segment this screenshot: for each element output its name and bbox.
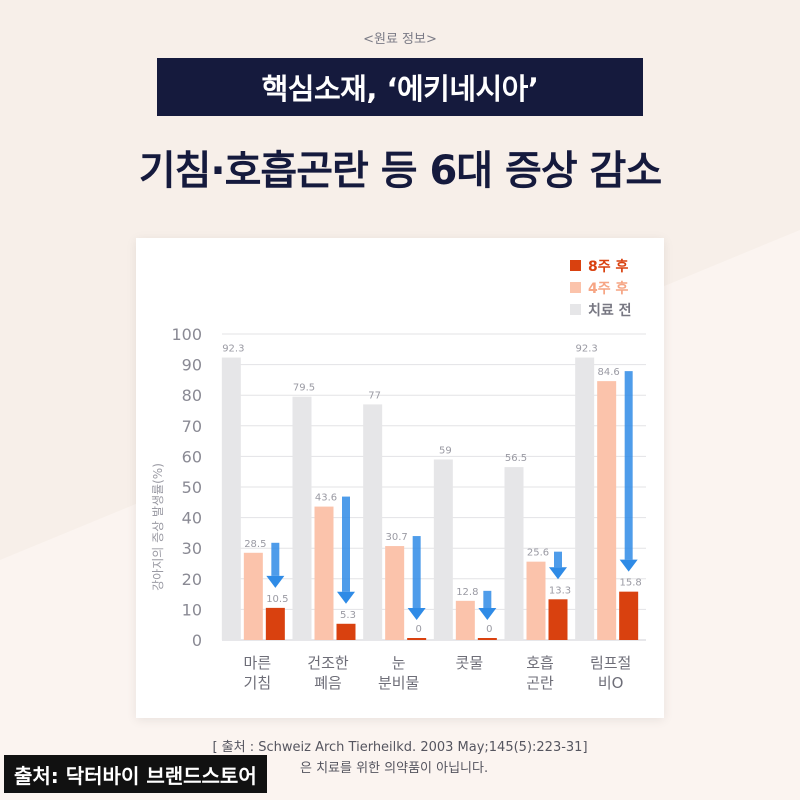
data-label: 59 [439, 445, 452, 456]
data-label: 12.8 [456, 587, 478, 598]
y-tick-label: 50 [182, 478, 202, 497]
x-tick-label: 곤란 [526, 674, 554, 692]
trend-arrow-shaft [624, 371, 633, 560]
trend-arrow-shaft [483, 590, 492, 608]
trend-arrow-head [619, 559, 638, 572]
bar [221, 357, 241, 640]
credit-badge: 출처: 닥터바이 브랜드스토어 [4, 755, 267, 793]
x-tick-label: 마른 [244, 654, 272, 672]
bar [433, 459, 453, 640]
y-tick-label: 80 [182, 386, 202, 405]
trend-arrow-head [337, 591, 355, 604]
y-tick-label: 30 [182, 539, 202, 558]
data-label: 0 [415, 624, 421, 635]
x-tick-label: 림프절 [590, 654, 631, 672]
data-label: 15.8 [620, 578, 642, 589]
trend-arrow-head [266, 575, 285, 588]
bar [407, 638, 427, 640]
trend-arrow-shaft [412, 536, 421, 608]
bar [336, 623, 356, 640]
disclaimer-text: 은 치료를 위한 의약품이 아닙니다. [300, 761, 489, 776]
y-tick-label: 70 [182, 417, 202, 436]
legend-label: 8주 후 [588, 259, 628, 275]
data-label: 30.7 [386, 532, 408, 543]
page-title: 기침·호흡곤란 등 6대 증상 감소 [138, 148, 662, 194]
legend-swatch [570, 304, 581, 315]
y-tick-label: 40 [182, 509, 202, 528]
legend-label: 4주 후 [588, 281, 628, 297]
bar [597, 381, 617, 640]
section-kicker: <원료 정보> [363, 32, 437, 47]
y-axis-label: 강아지의 증상 발생률(%) [151, 463, 165, 591]
source-citation: [ 출처 : Schweiz Arch Tierheilkd. 2003 May… [212, 740, 588, 755]
data-label: 5.3 [340, 610, 356, 621]
trend-arrow-shaft [271, 542, 280, 576]
legend-label: 치료 전 [588, 302, 632, 319]
data-label: 92.3 [222, 344, 244, 355]
y-tick-label: 90 [182, 356, 202, 375]
data-label: 13.3 [549, 585, 571, 596]
x-tick-label: 비O [598, 674, 624, 692]
x-tick-label: 폐음 [314, 674, 342, 692]
y-tick-label: 10 [182, 600, 202, 619]
data-label: 0 [486, 624, 492, 635]
y-tick-label: 60 [182, 447, 202, 466]
data-label: 77 [368, 390, 381, 401]
bar [314, 506, 334, 640]
data-label: 28.5 [244, 539, 266, 550]
data-label: 92.3 [576, 344, 598, 355]
trend-arrow-head [407, 608, 426, 620]
bar [548, 599, 568, 640]
data-label: 25.6 [527, 548, 549, 559]
y-tick-label: 0 [192, 631, 202, 650]
data-label: 79.5 [293, 383, 315, 394]
bar-chart: 0 10 20 30 40 50 60 70 80 90 100 강아지의 증상 발생률(%) 92.3… [151, 259, 646, 692]
bar [292, 396, 312, 640]
bar [526, 561, 546, 640]
data-label: 84.6 [598, 367, 620, 378]
bar [477, 638, 497, 640]
trend-arrow-shaft [342, 496, 350, 592]
bar [575, 357, 595, 640]
x-tick-label: 기침 [244, 674, 272, 692]
x-tick-label: 눈 [392, 654, 406, 672]
y-tick-label: 100 [171, 325, 202, 344]
data-label: 10.5 [266, 594, 288, 605]
x-tick-label: 건조한 [307, 654, 349, 672]
data-label: 43.6 [315, 493, 337, 504]
highlight-title: 핵심소재, ‘에키네시아’ [157, 58, 643, 116]
legend-swatch [570, 282, 581, 293]
bar [455, 600, 475, 640]
chart-card: 0 10 20 30 40 50 60 70 80 90 100 강아지의 증상 발생률(%) 92.3… [136, 238, 664, 718]
x-tick-label: 호흡 [526, 654, 554, 672]
bar [504, 467, 524, 640]
bar [265, 607, 285, 640]
trend-arrow-head [549, 567, 567, 580]
y-tick-label: 20 [182, 570, 202, 589]
legend-swatch [570, 260, 581, 271]
trend-arrow-head [478, 608, 497, 620]
bar [363, 404, 383, 640]
bar [243, 552, 263, 640]
bar [385, 546, 405, 640]
x-tick-label: 분비물 [378, 674, 419, 692]
x-tick-label: 콧물 [456, 654, 484, 672]
trend-arrow-shaft [554, 551, 562, 568]
bar [619, 591, 639, 640]
data-label: 56.5 [505, 453, 527, 464]
